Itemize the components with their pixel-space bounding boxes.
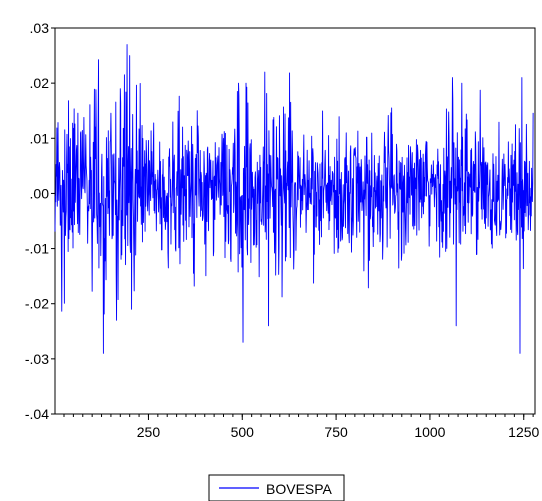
legend: BOVESPA: [208, 474, 345, 501]
y-tick-label: -.01: [25, 241, 49, 257]
series-line-bovespa: [54, 44, 534, 354]
series-layer: [54, 44, 534, 354]
y-tick-label: -.03: [25, 351, 49, 367]
y-tick-label: -.02: [25, 296, 49, 312]
y-tick-label: -.04: [25, 406, 49, 422]
x-tick-label: 750: [324, 424, 348, 440]
x-tick-label: 1250: [508, 424, 539, 440]
x-tick-label: 1000: [414, 424, 445, 440]
legend-label-bovespa: BOVESPA: [266, 481, 333, 497]
x-tick-label: 500: [231, 424, 255, 440]
y-tick-label: .03: [30, 20, 50, 36]
x-axis: 250 500 750 1000 1250: [63, 414, 540, 440]
y-axis: .03 .02 .01 .00 -.01 -.02 -.03 -.04: [25, 20, 55, 422]
y-tick-label: .01: [30, 130, 50, 146]
legend-box: [208, 474, 345, 501]
x-tick-label: 250: [137, 424, 161, 440]
y-tick-label: .02: [30, 75, 50, 91]
y-tick-label: .00: [30, 185, 50, 201]
